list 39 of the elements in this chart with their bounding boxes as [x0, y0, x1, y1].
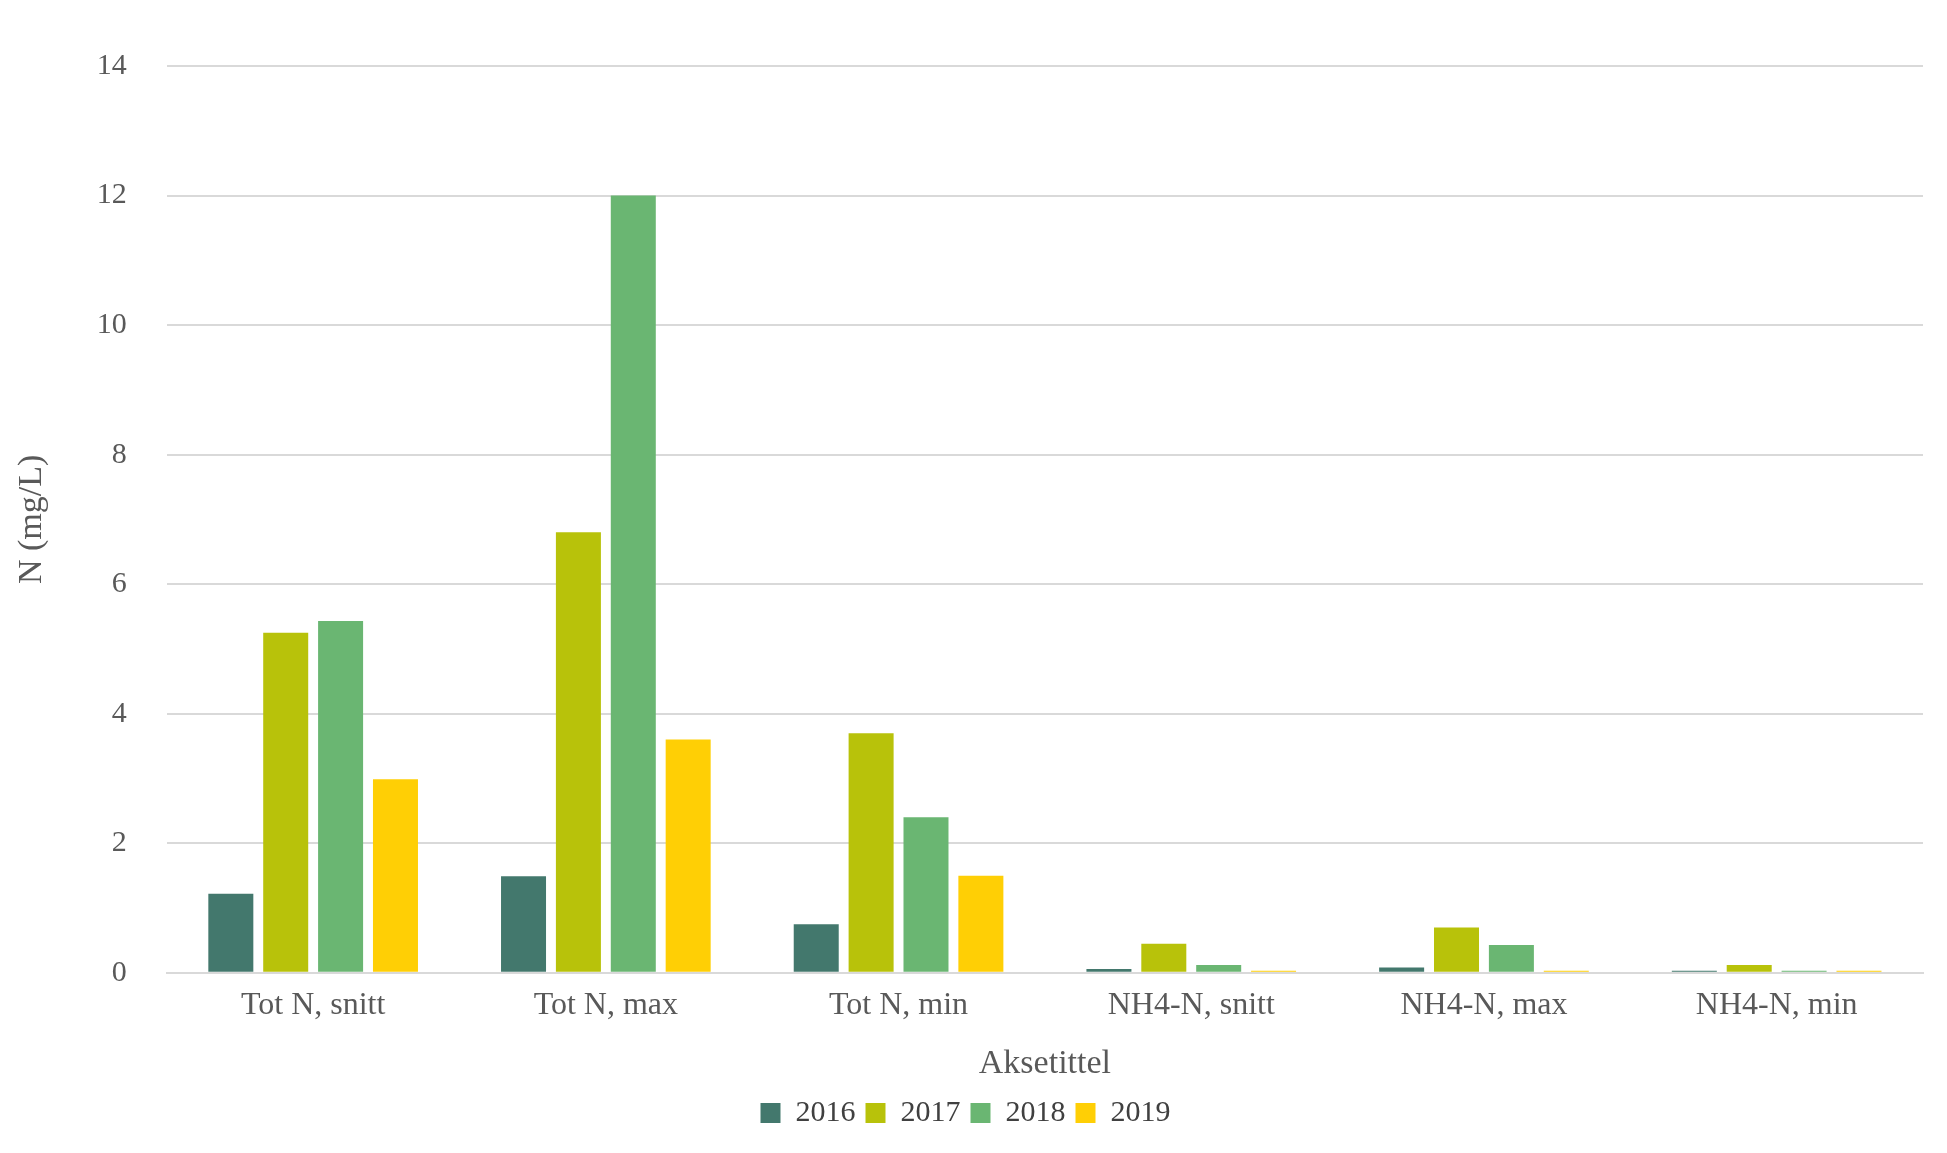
- bar: [1488, 944, 1534, 972]
- bar: [848, 733, 894, 972]
- x-tick-label: NH4-N, snitt: [1107, 985, 1275, 1022]
- bar: [1726, 965, 1772, 972]
- y-tick-label: 8: [111, 435, 127, 469]
- bar: [903, 817, 949, 972]
- bar: [372, 779, 418, 972]
- legend-label: 2019: [1110, 1093, 1171, 1127]
- legend-label: 2017: [900, 1093, 961, 1127]
- x-axis-title: Aksetittel: [978, 1042, 1111, 1080]
- bar: [1141, 943, 1187, 972]
- x-tick-label: NH4-N, min: [1695, 985, 1858, 1022]
- bar: [1434, 927, 1480, 972]
- y-axis-title: N (mg/L): [11, 454, 50, 585]
- bar: [318, 621, 364, 972]
- x-tick-label: Tot N, max: [533, 985, 679, 1022]
- y-tick-label: 2: [111, 824, 127, 858]
- x-tick-label: NH4-N, max: [1400, 985, 1568, 1022]
- bar: [501, 876, 547, 972]
- bar: [1379, 967, 1425, 972]
- bar: [610, 195, 656, 972]
- y-tick-label: 6: [111, 565, 127, 599]
- bar: [1196, 965, 1242, 972]
- y-tick-label: 14: [96, 46, 127, 80]
- legend-label: 2018: [1005, 1093, 1066, 1127]
- y-tick-label: 10: [96, 305, 127, 339]
- legend-label: 2016: [795, 1093, 856, 1127]
- x-tick-label: Tot N, snitt: [240, 985, 386, 1022]
- bar: [1086, 968, 1132, 972]
- bar: [958, 875, 1004, 972]
- bar: [555, 532, 601, 972]
- bar: [208, 893, 254, 972]
- bar: [793, 924, 839, 972]
- y-tick-label: 4: [111, 694, 127, 728]
- y-tick-label: 12: [96, 176, 127, 210]
- bar: [263, 632, 309, 972]
- x-tick-label: Tot N, min: [829, 985, 969, 1022]
- bar: [665, 739, 711, 972]
- y-tick-label: 0: [111, 953, 127, 987]
